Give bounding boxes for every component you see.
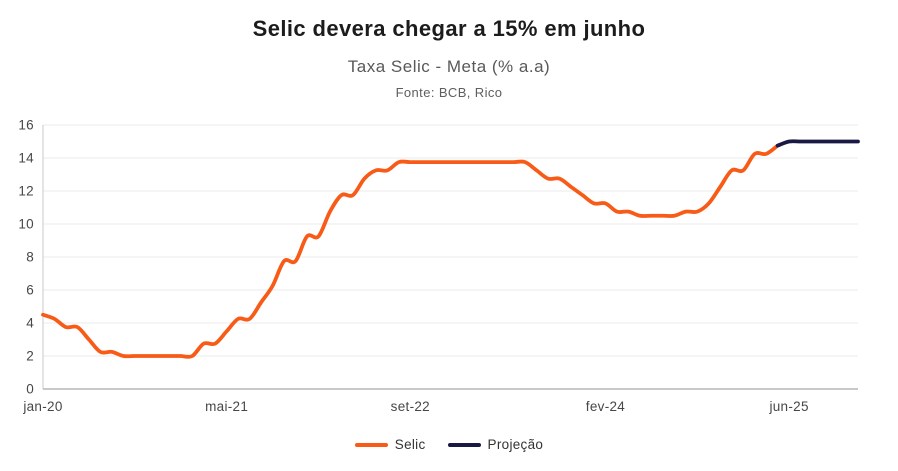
- chart-title: Selic devera chegar a 15% em junho: [252, 16, 646, 41]
- selic-line: [41, 143, 780, 359]
- projecao-line-swatch: [447, 442, 481, 447]
- legend-item-projecao: Projeção: [447, 437, 544, 452]
- y-tick-label: 12: [18, 184, 34, 199]
- y-tick-label: 8: [26, 250, 34, 265]
- legend-label-selic: Selic: [394, 437, 426, 452]
- selic-line-swatch: [354, 442, 388, 447]
- legend-item-selic: Selic: [354, 437, 426, 452]
- x-tick-label: jan-20: [22, 399, 62, 414]
- chart-source: Fonte: BCB, Rico: [395, 85, 503, 100]
- x-tick-label: jun-25: [768, 399, 808, 414]
- y-tick-label: 16: [18, 118, 34, 133]
- chart-legend: Selic Projeção: [0, 437, 898, 452]
- chart-svg: 0 2 4 6 8 10 12 14 16 jan-20 mai-21 set-22 fev-24 jun…: [18, 118, 860, 414]
- x-tick-label: set-22: [391, 399, 430, 414]
- chart-subtitle: Taxa Selic - Meta (% a.a): [347, 57, 551, 76]
- projection-line: [775, 139, 860, 148]
- y-tick-label: 10: [18, 217, 34, 232]
- y-tick-label: 0: [26, 382, 34, 397]
- y-tick-label: 4: [26, 316, 34, 331]
- x-tick-label: fev-24: [586, 399, 626, 414]
- y-tick-label: 6: [26, 283, 34, 298]
- y-tick-label: 14: [18, 151, 34, 166]
- legend-label-projecao: Projeção: [487, 437, 544, 452]
- y-tick-label: 2: [26, 349, 34, 364]
- x-tick-label: mai-21: [205, 399, 248, 414]
